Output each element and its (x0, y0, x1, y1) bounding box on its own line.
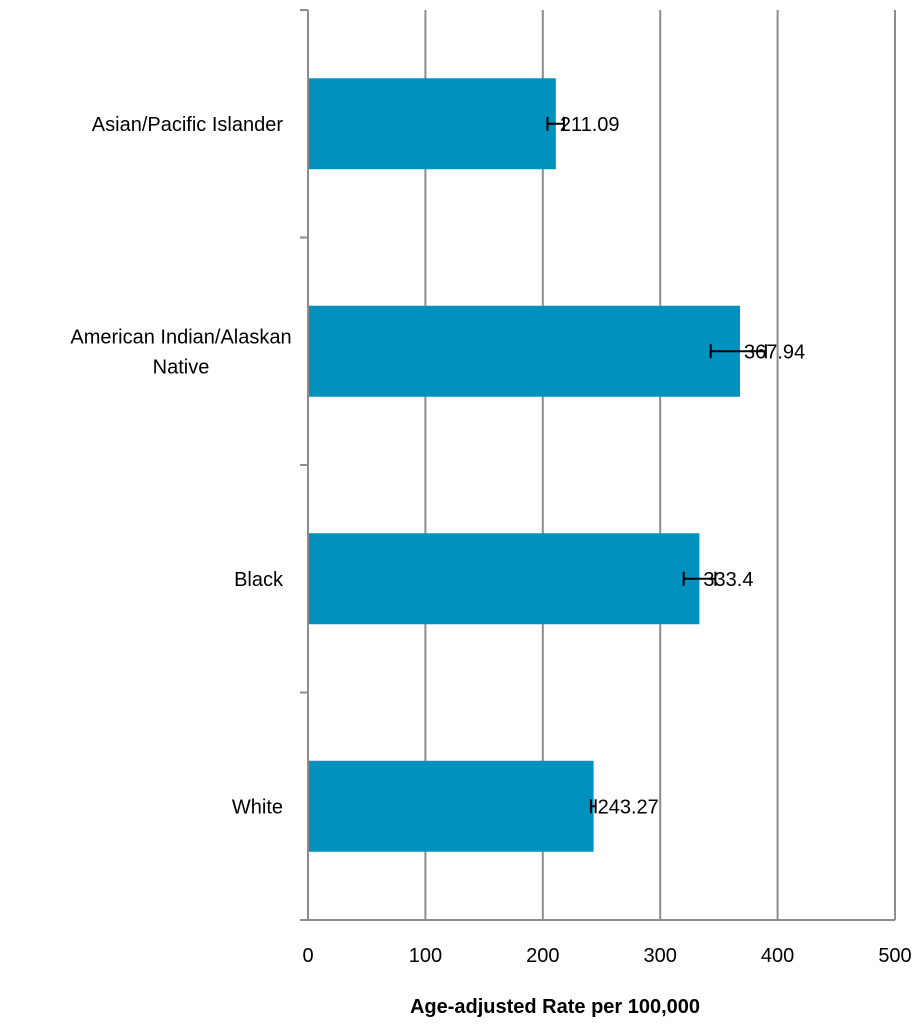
category-label-line: American Indian/Alaskan (70, 326, 291, 348)
labels: 0 100 200 300 400 500 211.09 Asian/Pacific Isla… (70, 114, 911, 967)
data-label: 243.27 (598, 796, 659, 818)
bars (308, 78, 767, 852)
x-tick-label: 400 (761, 945, 794, 967)
category-label: Black (234, 569, 284, 591)
data-label: 367.94 (744, 341, 805, 363)
bar (308, 760, 594, 852)
bar (308, 533, 700, 625)
axes (300, 9, 895, 921)
category-label: White (232, 796, 283, 818)
category-label-line: White (232, 796, 283, 818)
bar (308, 305, 740, 397)
category-label-line: Native (153, 356, 210, 378)
category-label: American Indian/Alaskan Native (70, 326, 291, 378)
category-label-line: Black (234, 569, 284, 591)
x-tick-label: 500 (878, 945, 911, 967)
data-label: 333.4 (703, 569, 753, 591)
bar (308, 78, 556, 170)
x-tick-label: 300 (644, 945, 677, 967)
category-label: Asian/Pacific Islander (92, 114, 284, 136)
x-tick-label: 0 (302, 945, 313, 967)
data-label: 211.09 (560, 114, 620, 136)
x-axis-title: Age-adjusted Rate per 100,000 (410, 996, 700, 1018)
x-tick-label: 200 (526, 945, 559, 967)
x-tick-label: 100 (409, 945, 442, 967)
category-label-line: Asian/Pacific Islander (92, 114, 284, 136)
